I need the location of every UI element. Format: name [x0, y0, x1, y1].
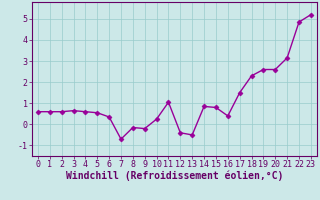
X-axis label: Windchill (Refroidissement éolien,°C): Windchill (Refroidissement éolien,°C) [66, 171, 283, 181]
